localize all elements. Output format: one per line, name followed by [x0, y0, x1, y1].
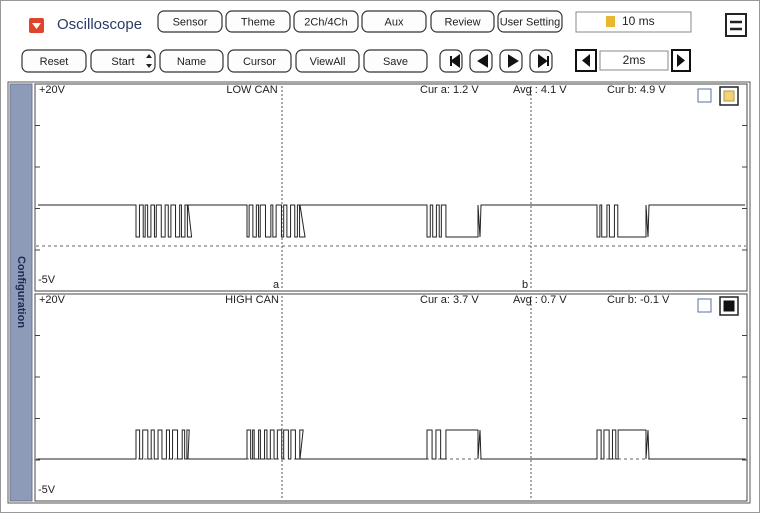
button-label: ViewAll	[310, 56, 346, 68]
nav-icon	[477, 54, 488, 68]
button-label: Review	[444, 16, 480, 28]
timebase-box	[575, 11, 692, 33]
sidebar[interactable]	[9, 83, 33, 502]
button-frame	[90, 49, 156, 73]
button-frame	[430, 10, 495, 33]
label: Avg : 4.1 V	[513, 84, 567, 96]
button-frame	[21, 49, 87, 73]
timebase-icon	[606, 16, 615, 27]
button-frame	[225, 10, 291, 33]
channel-panel	[34, 293, 748, 502]
button-label: Aux	[385, 16, 404, 28]
label: +20V	[39, 84, 66, 96]
channel-toggle-fill	[723, 300, 735, 312]
label: b	[522, 279, 528, 291]
button-frame	[159, 49, 224, 73]
button[interactable]: Sensor	[157, 10, 223, 33]
button-frame	[293, 10, 359, 33]
button[interactable]: Review	[430, 10, 495, 33]
button-frame	[361, 10, 427, 33]
button[interactable]: Start	[90, 49, 156, 73]
label: Cur a: 1.2 V	[420, 84, 479, 96]
label: Avg : 0.7 V	[513, 294, 567, 306]
waveform	[38, 204, 745, 238]
button[interactable]: Name	[159, 49, 224, 73]
button-frame	[157, 10, 223, 33]
nav-icon	[538, 54, 549, 68]
scale-box	[599, 50, 669, 71]
button-label: Reset	[40, 56, 69, 68]
nav-icon	[508, 54, 519, 68]
button[interactable]: Reset	[21, 49, 87, 73]
button-label: 2Ch/4Ch	[304, 16, 347, 28]
label: Cur b: 4.9 V	[607, 84, 666, 96]
button-frame	[295, 49, 360, 73]
channel-checkbox[interactable]	[697, 298, 712, 313]
nav-icon	[450, 54, 460, 68]
button[interactable]: Save	[363, 49, 428, 73]
channel-panel	[34, 83, 748, 292]
label: 2ms	[623, 53, 646, 67]
label: 10 ms	[622, 14, 655, 28]
label: Oscilloscope	[57, 16, 142, 33]
button-label: User Setting	[500, 16, 561, 28]
label: LOW CAN	[226, 84, 277, 96]
button-frame	[227, 49, 292, 73]
label: Cur a: 3.7 V	[420, 294, 479, 306]
button[interactable]: 2Ch/4Ch	[293, 10, 359, 33]
button[interactable]: Cursor	[227, 49, 292, 73]
channel-checkbox[interactable]	[697, 88, 712, 103]
button[interactable]: ViewAll	[295, 49, 360, 73]
dropdown-arrows	[146, 54, 152, 68]
channel-toggle-fill	[723, 90, 735, 102]
button-label: Cursor	[243, 56, 276, 68]
button-label: Theme	[241, 16, 275, 28]
scale-up-icon	[677, 54, 685, 67]
button-frame	[497, 10, 563, 33]
label: Configuration	[15, 256, 27, 328]
label: Cur b: -0.1 V	[607, 294, 670, 306]
waveform	[38, 429, 745, 460]
menu-arrow	[32, 23, 41, 29]
label: HIGH CAN	[225, 294, 279, 306]
button[interactable]: Theme	[225, 10, 291, 33]
label: -5V	[38, 274, 56, 286]
button-frame	[363, 49, 428, 73]
button-label: Name	[177, 56, 206, 68]
button[interactable]: User Setting	[497, 10, 563, 33]
button-label: Sensor	[173, 16, 208, 28]
window-button[interactable]	[725, 13, 747, 37]
button-label: Start	[111, 56, 134, 68]
label: +20V	[39, 294, 66, 306]
label: a	[273, 279, 280, 291]
label: -5V	[38, 484, 56, 496]
scale-down-icon	[582, 54, 590, 67]
button-label: Save	[383, 56, 408, 68]
button[interactable]: Aux	[361, 10, 427, 33]
